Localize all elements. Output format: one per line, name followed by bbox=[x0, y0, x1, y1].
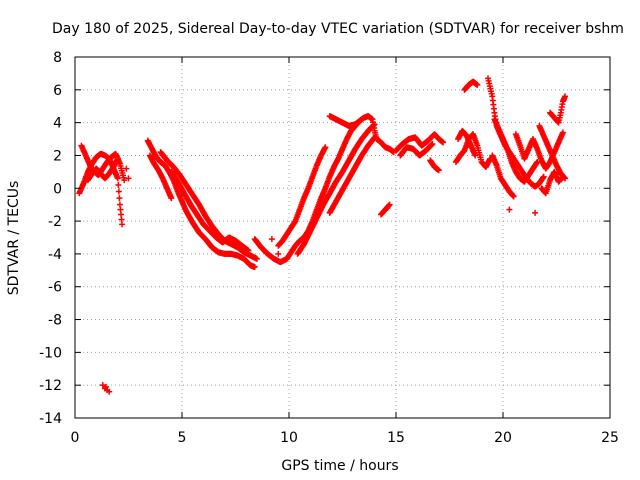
data-point bbox=[532, 209, 539, 216]
data-point bbox=[121, 177, 128, 184]
data-point bbox=[168, 195, 175, 202]
y-tick-label: 2 bbox=[53, 148, 62, 164]
y-axis-label: SDTVAR / TECUs bbox=[6, 181, 22, 296]
data-point bbox=[115, 181, 122, 188]
data-point bbox=[474, 81, 481, 88]
data-point bbox=[114, 175, 121, 182]
x-tick-label: 15 bbox=[387, 430, 405, 446]
y-tick-label: -6 bbox=[48, 280, 62, 296]
x-tick-label: 25 bbox=[601, 430, 619, 446]
data-point bbox=[251, 264, 258, 271]
y-tick-label: 6 bbox=[53, 83, 62, 99]
x-axis-label: GPS time / hours bbox=[281, 458, 398, 474]
y-tick-label: -14 bbox=[39, 411, 62, 427]
data-point bbox=[540, 173, 547, 180]
data-point bbox=[253, 255, 260, 262]
data-point bbox=[559, 129, 566, 136]
data-point bbox=[103, 383, 110, 390]
y-tick-label: -4 bbox=[48, 247, 62, 263]
x-tick-label: 5 bbox=[178, 430, 187, 446]
y-tick-label: -2 bbox=[48, 214, 62, 230]
grid bbox=[75, 57, 610, 418]
data-point bbox=[123, 165, 130, 172]
x-tick-label: 10 bbox=[280, 430, 298, 446]
data-point bbox=[559, 173, 566, 180]
data-point bbox=[562, 93, 569, 100]
data-point bbox=[384, 204, 391, 211]
data-point bbox=[472, 152, 479, 159]
data-point bbox=[371, 121, 378, 128]
axis-ticks: 0 5 10 15 20 25 -14 -12 -10 -8 -6 -4 -2 0 2 4 6 8 bbox=[39, 50, 619, 446]
data-point bbox=[433, 165, 440, 172]
data-point bbox=[106, 388, 113, 395]
data-point bbox=[429, 140, 436, 147]
data-point bbox=[386, 201, 393, 208]
y-tick-label: 4 bbox=[53, 116, 62, 132]
y-tick-label: 8 bbox=[53, 50, 62, 66]
data-point bbox=[115, 188, 122, 195]
data-point bbox=[268, 236, 275, 243]
y-tick-label: -10 bbox=[39, 345, 62, 361]
data-point bbox=[440, 139, 447, 146]
data-point bbox=[245, 247, 252, 254]
data-point bbox=[99, 382, 106, 389]
y-tick-label: -12 bbox=[39, 378, 62, 394]
data-point bbox=[322, 144, 329, 151]
data-point bbox=[116, 195, 123, 202]
data-point bbox=[510, 193, 517, 200]
x-tick-label: 0 bbox=[71, 430, 80, 446]
data-point bbox=[275, 250, 282, 257]
y-tick-label: 0 bbox=[53, 181, 62, 197]
data-point bbox=[371, 134, 378, 141]
data-point bbox=[119, 221, 126, 228]
x-tick-label: 20 bbox=[494, 430, 512, 446]
data-point bbox=[114, 155, 121, 162]
data-point bbox=[358, 116, 365, 123]
chart-title: Day 180 of 2025, Sidereal Day-to-day VTE… bbox=[52, 21, 624, 37]
data-point bbox=[125, 175, 132, 182]
plot-frame bbox=[74, 56, 611, 419]
data-point bbox=[506, 206, 513, 213]
y-tick-label: -8 bbox=[48, 313, 62, 329]
data-points bbox=[76, 75, 569, 395]
